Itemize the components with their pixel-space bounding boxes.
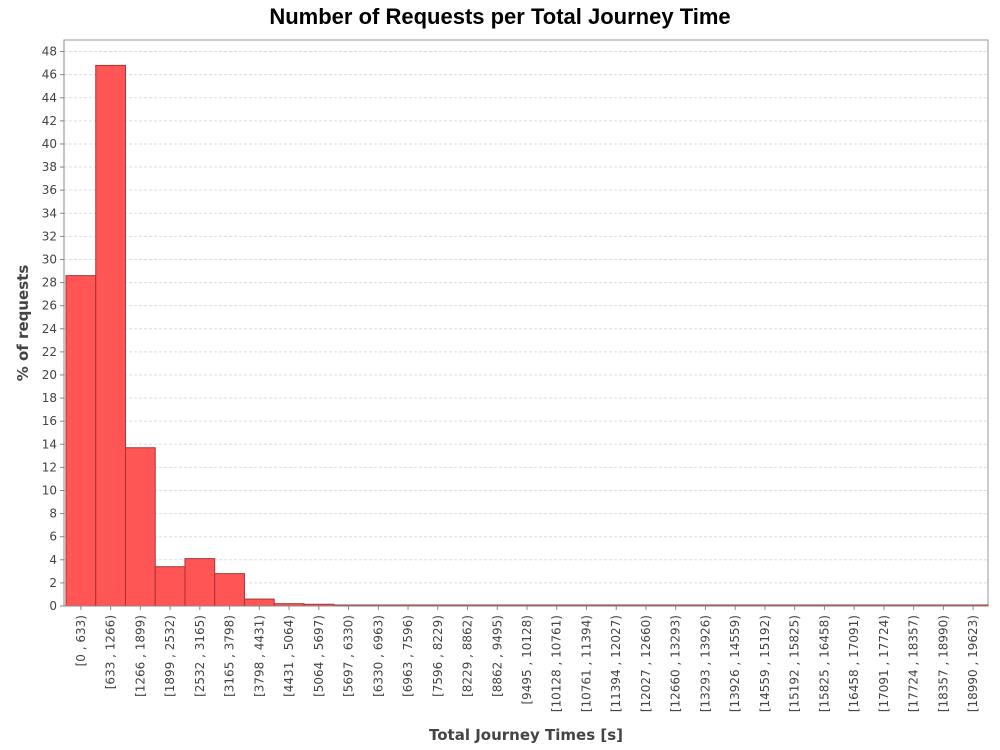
x-tick-label: [5697 , 6330)	[342, 615, 356, 697]
x-tick-label: [14559 , 15192)	[758, 615, 772, 712]
histogram-bar	[154, 566, 186, 607]
x-tick-label: [6330 , 6963)	[371, 615, 385, 697]
x-tick-label: [17724 , 18357)	[907, 615, 921, 712]
x-tick-label: [13926 , 14559)	[728, 615, 742, 712]
x-tick-label: [7596 , 8229)	[431, 615, 445, 697]
grid-lines	[64, 51, 988, 584]
y-tick-label: 32	[42, 229, 57, 243]
bars	[65, 64, 989, 607]
y-tick-label: 2	[49, 576, 57, 590]
y-tick-label: 48	[42, 45, 57, 59]
y-axis-title: % of requests	[14, 265, 32, 382]
y-tick-label: 26	[42, 299, 57, 313]
x-tick-label: [15192 , 15825)	[788, 615, 802, 712]
histogram-bar	[184, 558, 216, 607]
x-axis-ticks: [0 , 633) [633 , 1266) [1266 , 1899) [1899 …	[74, 606, 980, 712]
y-tick-label: 28	[42, 276, 57, 290]
plot-area	[63, 39, 989, 607]
x-tick-label: [10128 , 10761)	[550, 615, 564, 712]
y-tick-label: 10	[42, 483, 57, 497]
y-tick-label: 12	[42, 460, 57, 474]
x-tick-label: [11394 , 12027)	[609, 615, 623, 712]
x-tick-label: [15825 , 16458)	[817, 615, 831, 712]
y-tick-label: 4	[49, 553, 57, 567]
chart-title: Number of Requests per Total Journey Tim…	[269, 4, 731, 29]
y-tick-label: 24	[42, 322, 57, 336]
x-tick-label: [16458 , 17091)	[847, 615, 861, 712]
y-tick-label: 0	[49, 599, 57, 613]
y-tick-label: 6	[49, 530, 57, 544]
y-tick-label: 40	[42, 137, 57, 151]
y-tick-label: 22	[42, 345, 57, 359]
x-tick-label: [1266 , 1899)	[133, 615, 147, 697]
y-tick-label: 38	[42, 160, 57, 174]
x-tick-label: [17091 , 17724)	[877, 615, 891, 712]
x-tick-label: [633 , 1266)	[104, 615, 118, 689]
y-tick-label: 42	[42, 114, 57, 128]
x-tick-label: [13293 , 13926)	[698, 615, 712, 712]
y-tick-label: 20	[42, 368, 57, 382]
y-tick-label: 18	[42, 391, 57, 405]
x-tick-label: [2532 , 3165)	[193, 615, 207, 697]
y-tick-label: 44	[42, 91, 57, 105]
x-tick-label: [9495 , 10128)	[520, 615, 534, 705]
y-tick-label: 14	[42, 437, 57, 451]
x-tick-label: [3165 , 3798)	[223, 615, 237, 697]
x-tick-label: [6963 , 7596)	[401, 615, 415, 697]
x-tick-label: [8229 , 8862)	[461, 615, 475, 697]
histogram-bar	[65, 275, 97, 607]
histogram-bar	[243, 598, 275, 607]
x-tick-label: [5064 , 5697)	[312, 615, 326, 697]
x-tick-label: [1899 , 2532)	[163, 615, 177, 697]
x-tick-label: [12027 , 12660)	[639, 615, 653, 712]
x-tick-label: [12660 , 13293)	[669, 615, 683, 712]
x-tick-label: [0 , 633)	[74, 615, 88, 666]
x-tick-label: [18990 , 19623)	[966, 615, 980, 712]
y-tick-label: 34	[42, 206, 57, 220]
y-tick-label: 30	[42, 252, 57, 266]
histogram-bar	[124, 447, 156, 607]
x-axis-title: Total Journey Times [s]	[429, 726, 623, 744]
x-tick-label: [18357 , 18990)	[936, 615, 950, 712]
y-tick-label: 46	[42, 68, 57, 82]
x-tick-label: [10761 , 11394)	[579, 615, 593, 712]
x-tick-label: [4431 , 5064)	[282, 615, 296, 697]
y-tick-label: 36	[42, 183, 57, 197]
y-tick-label: 8	[49, 507, 57, 521]
x-tick-label: [8862 , 9495)	[490, 615, 504, 697]
x-tick-label: [3798 , 4431)	[252, 615, 266, 697]
y-tick-label: 16	[42, 414, 57, 428]
histogram-bar	[214, 573, 245, 607]
y-axis-ticks: 0246810121416182022242628303234363840424…	[42, 45, 64, 613]
histogram-bar	[95, 64, 126, 607]
